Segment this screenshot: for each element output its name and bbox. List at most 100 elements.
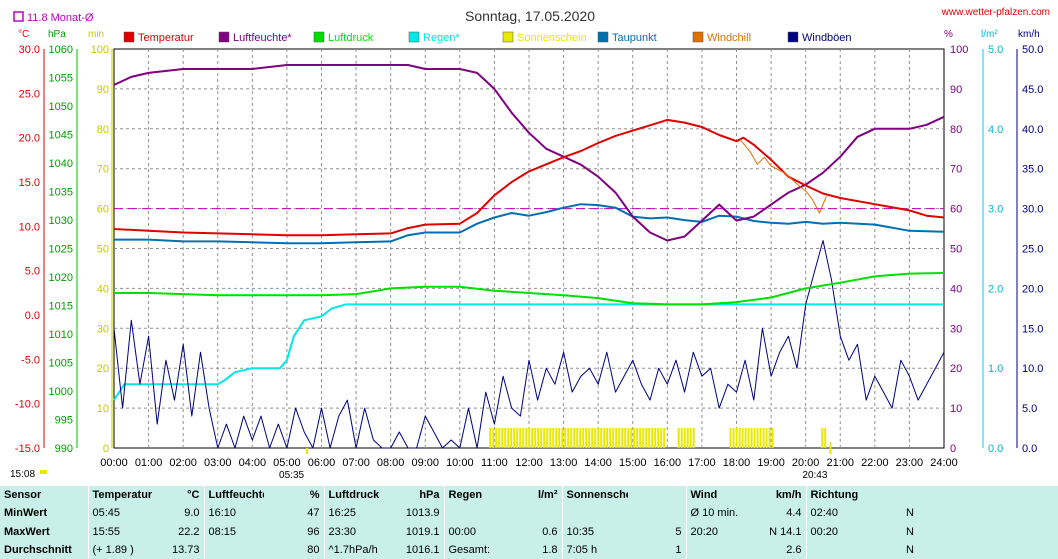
stats-cell-value: 1013.9	[405, 507, 440, 520]
legend-label: Windchill	[707, 32, 751, 44]
time-axis-tick: 18:00	[723, 457, 751, 469]
legend-swatch	[313, 31, 325, 43]
time-axis-tick: 13:00	[550, 457, 578, 469]
temp-axis-tick: 10.0	[19, 221, 40, 233]
sunshine-bar	[495, 428, 498, 448]
pressure-axis-tick: 1020	[49, 272, 73, 284]
sunshine-bar	[564, 428, 567, 448]
unit-wind: km/h	[1018, 29, 1040, 40]
stats-cell-time: 00:00	[443, 522, 504, 541]
sunshine-bar	[615, 428, 618, 448]
stats-header-unit: hPa	[419, 489, 440, 502]
legend-label: Sonnenschein	[517, 32, 587, 44]
sunshine-axis-tick: 10	[97, 403, 109, 415]
sunshine-bar	[531, 428, 534, 448]
stats-header: Wind	[685, 486, 746, 505]
weather-chart: Sonntag, 17.05.2020 www.wetter-pfalzen.c…	[10, 7, 1050, 481]
stats-cell-value: 5	[675, 525, 682, 538]
legend-swatch	[502, 31, 514, 43]
legend-swatch	[218, 31, 230, 43]
month-avg-marker	[13, 11, 24, 22]
time-axis-tick: 04:00	[239, 457, 267, 469]
sunshine-bar	[609, 428, 612, 448]
stats-cell-value	[504, 504, 562, 522]
sunshine-bar	[729, 428, 732, 448]
legend-label: Temperatur	[138, 32, 194, 44]
stats-cell-value: 4.4	[786, 507, 802, 520]
time-axis-tick: 16:00	[654, 457, 682, 469]
sunshine-bar	[735, 428, 738, 448]
unit-pressure: hPa	[48, 29, 66, 40]
stats-cell-time: 00:20	[805, 522, 866, 541]
sunshine-bar	[516, 428, 519, 448]
stats-row-label: MinWert	[4, 507, 48, 520]
stats-cell-value: N	[906, 507, 914, 520]
stats-header: Sonnenschein min	[561, 486, 628, 505]
legend-swatch	[123, 31, 135, 43]
series-line-luftdruck	[114, 272, 945, 306]
sunshine-bar	[660, 428, 663, 448]
time-axis-tick: 06:00	[308, 457, 336, 469]
stats-cell-time: 16:25	[323, 504, 388, 523]
stats-cell-time	[805, 540, 866, 559]
sunshine-bar	[552, 428, 555, 448]
legend-label: Taupunkt	[612, 32, 657, 44]
stats-cell-time: 02:40	[805, 504, 866, 523]
sunshine-bar	[821, 428, 824, 448]
stats-cell-value: 47	[307, 507, 320, 520]
time-axis-tick: 15:00	[619, 457, 647, 469]
sunshine-bar	[522, 428, 525, 448]
stats-header: Regen	[443, 486, 504, 505]
stats-cell-value: 80	[307, 543, 320, 556]
time-axis-tick: 14:00	[584, 457, 612, 469]
now-marker-icon	[40, 470, 47, 474]
wind-axis-tick: 35.0	[1022, 164, 1043, 176]
sunshine-bar	[756, 428, 759, 448]
sunshine-bar	[519, 428, 522, 448]
legend-label: Luftdruck	[328, 32, 374, 44]
unit-percent: %	[944, 29, 953, 40]
time-axis-tick: 23:00	[896, 457, 924, 469]
stats-cell-value: N	[906, 543, 914, 556]
time-axis-tick: 07:00	[342, 457, 370, 469]
humidity-axis-tick: 90	[950, 84, 962, 96]
wind-axis-tick: 15.0	[1022, 323, 1043, 335]
rain-axis-tick: 3.0	[988, 204, 1003, 216]
sunset-label: 20:43	[802, 470, 827, 481]
sunshine-bar	[546, 428, 549, 448]
legend-swatch	[597, 31, 609, 43]
sunshine-bar	[594, 428, 597, 448]
humidity-axis-tick: 50	[950, 244, 962, 256]
rain-axis-tick: 2.0	[988, 283, 1003, 295]
series-layer	[113, 64, 945, 449]
stats-cell-value: 2.6	[786, 543, 802, 556]
stats-cell-time: Ø 10 min.	[685, 504, 746, 523]
time-axis-tick: 09:00	[411, 457, 439, 469]
series-line-windböen	[113, 240, 945, 449]
sunshine-axis-tick: 80	[97, 124, 109, 136]
month-avg-label: 11.8 Monat-Ø	[27, 12, 94, 24]
pressure-axis-tick: 1000	[49, 386, 73, 398]
humidity-axis-tick: 40	[950, 283, 962, 295]
stats-cell-time: 15:55	[87, 522, 152, 541]
sunshine-axis-tick: 30	[97, 323, 109, 335]
stats-cell-time: 05:45	[87, 504, 152, 523]
stats-row: Durchschnitt (+ 1.89 ) 13.73 80 ^1.7hPa/h 101…	[0, 540, 1058, 559]
stats-filler	[918, 486, 1058, 504]
stats-cell-time	[203, 540, 264, 559]
stats-cell-time: 20:20	[685, 522, 746, 541]
sunshine-axis-tick: 90	[97, 84, 109, 96]
rain-axis-tick: 4.0	[988, 124, 1003, 136]
sunshine-bar	[744, 428, 747, 448]
series-line-luftfeuchte	[113, 64, 945, 242]
time-axis-tick: 02:00	[169, 457, 197, 469]
sunshine-bar	[567, 428, 570, 448]
time-axis-tick: 12:00	[515, 457, 543, 469]
temp-axis-tick: -10.0	[15, 399, 40, 411]
stats-row: MinWert 05:45 9.0 16:10 47 16:25 1013.9 Ø 10 mi…	[0, 504, 1058, 523]
stats-header-unit	[866, 486, 918, 504]
sunshine-bar	[507, 428, 510, 448]
humidity-axis-tick: 0	[950, 443, 956, 455]
sunshine-bar	[489, 428, 492, 448]
temp-axis-tick: 0.0	[25, 310, 40, 322]
